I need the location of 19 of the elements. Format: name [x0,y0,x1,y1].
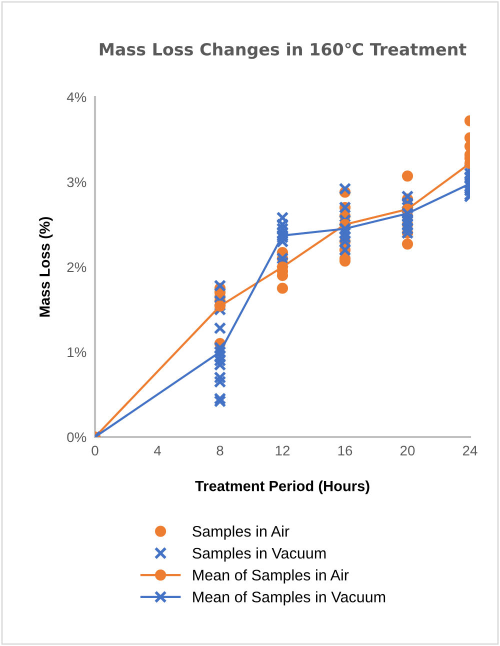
x-axis-title: Treatment Period (Hours) [195,480,370,494]
x-tick-label: 8 [216,446,224,456]
y-tick-label: 4% [66,92,86,102]
y-tick-label: 3% [67,177,86,188]
legend-label: Mean of Samples in Air [193,569,349,584]
legend-label: Samples in Vacuum [192,547,326,562]
x-tick-label: 4 [154,446,161,456]
x-tick-label: 12 [276,446,290,456]
x-tick-label: 20 [400,446,415,456]
y-tick-label: 2% [67,262,86,272]
y-tick-label: 1% [68,347,86,358]
chart-title: Mass Loss Changes in 160℃ Treatment [100,42,466,59]
y-tick-label: 0% [67,432,86,442]
x-tick-label: 16 [338,446,352,456]
legend-label: Samples in Air [192,526,290,540]
y-axis-title: Mass Loss (%) [39,217,53,317]
x-tick-label: 24 [462,446,478,456]
x-tick-label: 0 [92,446,98,456]
legend-label: Mean of Samples in Vacuum [193,591,386,606]
